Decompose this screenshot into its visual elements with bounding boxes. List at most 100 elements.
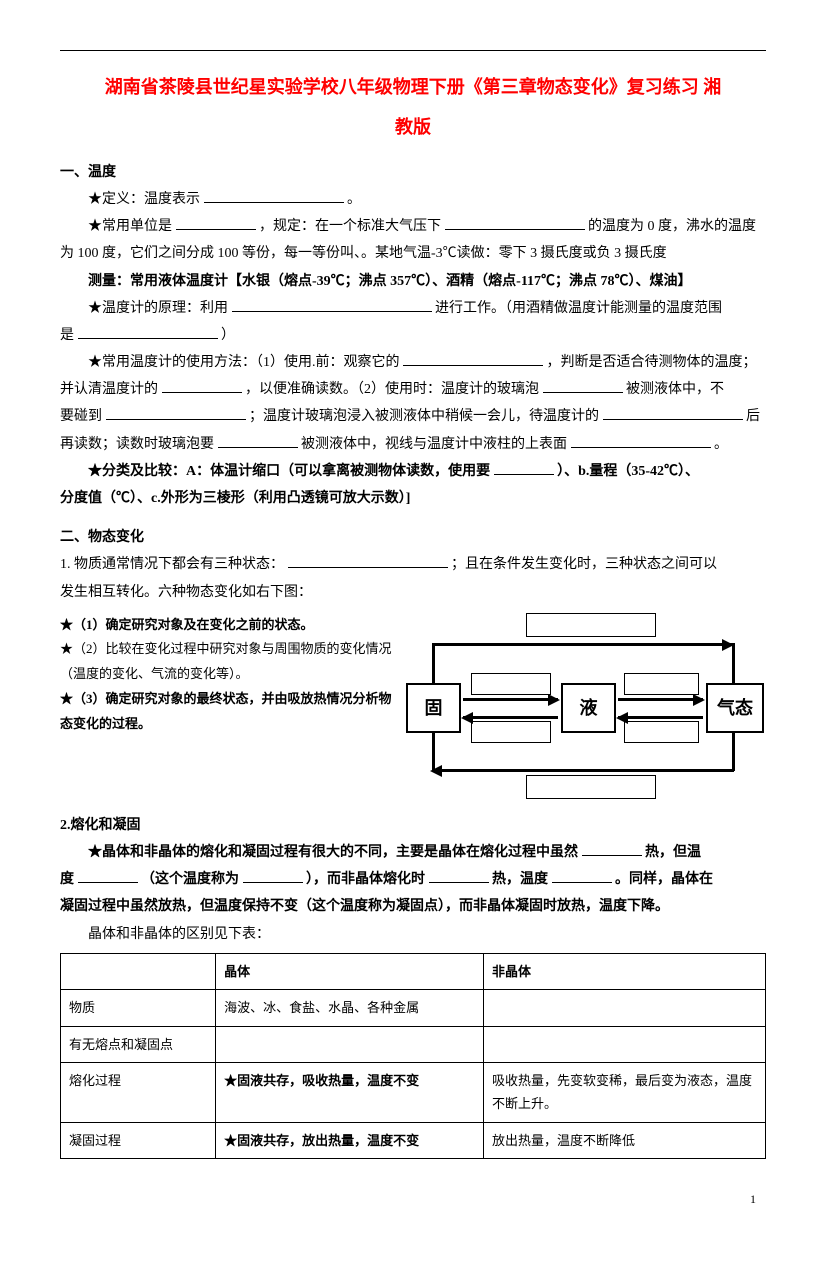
blank[interactable] xyxy=(176,216,256,230)
r4c2: ★固液共存，放出热量，温度不变 xyxy=(216,1122,484,1158)
s3-line3: 凝固过程中虽然放热，但温度保持不变（这个温度称为凝固点），而非晶体凝固时放热，温… xyxy=(60,894,766,919)
s3-l2-post: 。同样，晶体在 xyxy=(615,872,713,887)
s1-line9: 再读数；读数时玻璃泡要 被测液体中，视线与温度计中液柱的上表面 。 xyxy=(60,432,766,457)
s1-l8-post: 后 xyxy=(746,409,760,424)
s1-l2-pre: ★常用单位是 xyxy=(88,219,172,234)
blank[interactable] xyxy=(403,352,543,366)
s1-line1: ★定义：温度表示 。 xyxy=(60,187,766,212)
s1-line6: ★常用温度计的使用方法：（1）使用.前：观察它的 ，判断是否适合待测物体的温度； xyxy=(60,350,766,375)
diagram-box-bottom xyxy=(526,775,656,799)
r2c3 xyxy=(483,1026,765,1062)
s1-l9-mid: 被测液体中，视线与温度计中液柱的上表面 xyxy=(301,437,567,452)
s1-l9-pre: 再读数；读数时玻璃泡要 xyxy=(60,437,214,452)
s1-line5b: 是 ） xyxy=(60,323,766,348)
s3-l1-post: 热，但温 xyxy=(645,845,701,860)
section-1-head: 一、温度 xyxy=(60,160,766,185)
section-3-head: 2.熔化和凝固 xyxy=(60,813,766,838)
arrow-l-to-g xyxy=(618,698,703,701)
s3-l2-mid3: 热，温度 xyxy=(492,872,548,887)
s2-r1: ★（1）确定研究对象及在变化之前的状态。 xyxy=(60,613,394,638)
arrow-outer-bot-v2 xyxy=(432,733,435,771)
state-gas: 气态 xyxy=(706,683,764,733)
s1-l8-mid: ；温度计玻璃泡浸入被测液体中稍候一会儿，待温度计的 xyxy=(249,409,599,424)
blank[interactable] xyxy=(204,189,344,203)
state-solid: 固 xyxy=(406,683,461,733)
s1-l1-pre: ★定义：温度表示 xyxy=(88,192,200,207)
blank[interactable] xyxy=(543,379,623,393)
s1-l2-mid: ，规定：在一个标准大气压下 xyxy=(259,219,441,234)
r2c1: 有无熔点和凝固点 xyxy=(61,1026,216,1062)
s2-l1-post: ；且在条件发生变化时，三种状态之间可以 xyxy=(451,557,717,572)
s3-l1-pre: ★晶体和非晶体的熔化和凝固过程有很大的不同，主要是晶体在熔化过程中虽然 xyxy=(88,845,578,860)
s1-l5-post: 进行工作。（用酒精做温度计能测量的温度范围 xyxy=(435,301,722,316)
diagram-box-top xyxy=(526,613,656,637)
blank[interactable] xyxy=(106,406,246,420)
blank[interactable] xyxy=(552,869,612,883)
top-rule xyxy=(60,50,766,51)
arrow-g-to-l xyxy=(618,716,703,719)
s3-l2-pre: 度 xyxy=(60,872,74,887)
doc-title-sub: 教版 xyxy=(60,111,766,143)
arrow-outer-bot-h xyxy=(432,769,734,772)
s1-line10: ★分类及比较：A：体温计缩口（可以拿离被测物体读数，使用要 ）、b.量程（35-… xyxy=(60,459,766,484)
s1-line5: ★温度计的原理：利用 进行工作。（用酒精做温度计能测量的温度范围 xyxy=(60,296,766,321)
blank[interactable] xyxy=(429,869,489,883)
blank[interactable] xyxy=(288,554,448,568)
s1-line8: 要碰到 ；温度计玻璃泡浸入被测液体中稍候一会儿，待温度计的 后 xyxy=(60,404,766,429)
r1c1: 物质 xyxy=(61,990,216,1026)
s2-r2: ★（2）比较在变化过程中研究对象与周围物质的变化情况（温度的变化、气流的变化等）… xyxy=(60,637,394,686)
s1-line3: 为 100 度，它们之间分成 100 等份，每一等份叫、。某地气温-3℃读做：零… xyxy=(60,241,766,266)
arrow-outer-top-v1 xyxy=(432,643,435,683)
s3-l2-mid1: （这个温度称为 xyxy=(141,872,239,887)
s2-l1-pre: 1. 物质通常情况下都会有三种状态： xyxy=(60,557,284,572)
s2-r3-text: ★（3）确定研究对象的最终状态，并由吸放热情况分析物态变化的过程。 xyxy=(60,691,392,731)
s2-left: ★（1）确定研究对象及在变化之前的状态。 ★（2）比较在变化过程中研究对象与周围… xyxy=(60,613,394,803)
th-noncrystal: 非晶体 xyxy=(483,953,765,989)
s3-line1: ★晶体和非晶体的熔化和凝固过程有很大的不同，主要是晶体在熔化过程中虽然 热，但温 xyxy=(60,840,766,865)
arrow-l-to-s xyxy=(463,716,558,719)
table-row: 凝固过程 ★固液共存，放出热量，温度不变 放出热量，温度不断降低 xyxy=(61,1122,766,1158)
diagram-box-lg-top xyxy=(624,673,699,695)
s1-l5b-post: ） xyxy=(221,328,235,343)
diagram-box-sl-bot xyxy=(471,721,551,743)
r3c2: ★固液共存，吸收热量，温度不变 xyxy=(216,1062,484,1122)
s1-l1-post: 。 xyxy=(347,192,361,207)
blank[interactable] xyxy=(78,869,138,883)
state-liquid: 液 xyxy=(561,683,616,733)
s2-line1: 1. 物质通常情况下都会有三种状态： ；且在条件发生变化时，三种状态之间可以 xyxy=(60,552,766,577)
th-crystal: 晶体 xyxy=(216,953,484,989)
table-row: 物质 海波、冰、食盐、水晶、各种金属 xyxy=(61,990,766,1026)
blank[interactable] xyxy=(78,325,218,339)
arrow-outer-top-v2 xyxy=(732,643,735,683)
s1-line11: 分度值（℃）、c.外形为三棱形（利用凸透镜可放大示数）] xyxy=(60,486,766,511)
r3c1: 熔化过程 xyxy=(61,1062,216,1122)
diagram-box-lg-bot xyxy=(624,721,699,743)
page-number: 1 xyxy=(60,1189,766,1211)
th-blank xyxy=(61,953,216,989)
doc-title-main: 湖南省茶陵县世纪星实验学校八年级物理下册《第三章物态变化》复习练习 湘 xyxy=(60,71,766,103)
s1-l7-post: 被测液体中，不 xyxy=(626,382,724,397)
s1-l8-pre: 要碰到 xyxy=(60,409,102,424)
arrow-s-to-l xyxy=(463,698,558,701)
r3c3: 吸收热量，先变软变稀，最后变为液态，温度不断上升。 xyxy=(483,1062,765,1122)
s1-line7: 并认清温度计的 ，以便准确读数。（2）使用时：温度计的玻璃泡 被测液体中，不 xyxy=(60,377,766,402)
s1-l6-pre: ★常用温度计的使用方法：（1）使用.前：观察它的 xyxy=(88,355,400,370)
blank[interactable] xyxy=(571,434,711,448)
s1-l10-post: ）、b.量程（35-42℃）、 xyxy=(557,464,699,479)
s3-line4: 晶体和非晶体的区别见下表： xyxy=(60,922,766,947)
s1-l6-post: ，判断是否适合待测物体的温度； xyxy=(547,355,757,370)
blank[interactable] xyxy=(603,406,743,420)
blank[interactable] xyxy=(494,461,554,475)
blank[interactable] xyxy=(232,298,432,312)
s1-line4: 测量：常用液体温度计【水银（熔点-39℃；沸点 357℃）、酒精（熔点-117℃… xyxy=(60,269,766,294)
state-diagram: 固 液 气态 xyxy=(406,613,766,803)
blank[interactable] xyxy=(445,216,585,230)
s1-l7-mid: ，以便准确读数。（2）使用时：温度计的玻璃泡 xyxy=(245,382,539,397)
blank[interactable] xyxy=(218,434,298,448)
r4c1: 凝固过程 xyxy=(61,1122,216,1158)
blank[interactable] xyxy=(243,869,303,883)
blank[interactable] xyxy=(162,379,242,393)
r2c2 xyxy=(216,1026,484,1062)
s1-l7-pre: 并认清温度计的 xyxy=(60,382,158,397)
blank[interactable] xyxy=(582,842,642,856)
